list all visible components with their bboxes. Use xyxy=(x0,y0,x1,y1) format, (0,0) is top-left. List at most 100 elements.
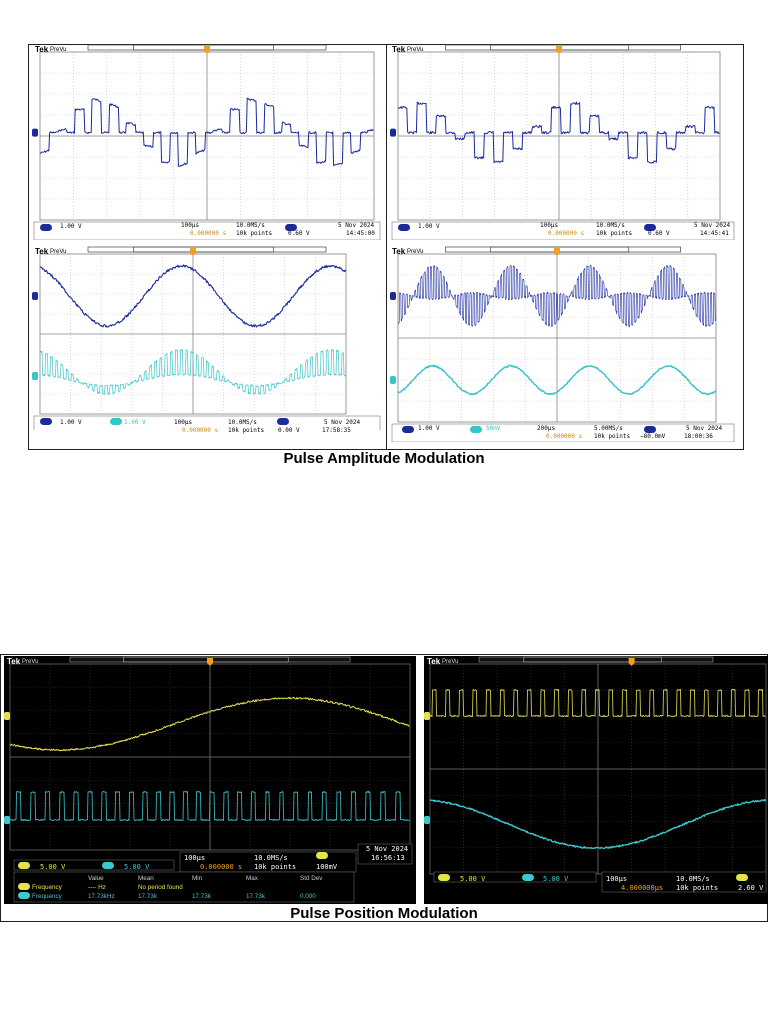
ppm-right-trig-pos: 4.000000µs xyxy=(621,884,664,892)
ppm-right-record: 10k points xyxy=(676,884,719,892)
ppm-left-timebase: 100µs xyxy=(184,854,206,862)
pam1-date: 5 Nov 2024 xyxy=(338,222,375,229)
ppm-left-mode: PreVu xyxy=(22,659,39,665)
ppm-left-brand: Tek xyxy=(7,657,21,666)
trigger-position-marker xyxy=(207,658,213,666)
pam1-record: 10k points xyxy=(236,230,273,237)
acquisition-box xyxy=(601,871,767,893)
record-view-bar xyxy=(87,246,327,253)
ch2-ppm-pulse-trace xyxy=(9,791,410,821)
channel-scale-box xyxy=(433,871,597,883)
pam1-ch1-scale: 1.00 V xyxy=(60,223,82,230)
channel-chip-1 xyxy=(398,224,410,231)
pam4-timebase: 200µs xyxy=(537,425,556,432)
channel-ground-marker xyxy=(390,292,396,300)
ch1-pam-natural-trace xyxy=(397,101,720,164)
pam2-time: 14:45:41 xyxy=(700,230,729,237)
meas-row1-value: ---- Hz xyxy=(88,884,106,891)
pam4-trig-pos: 0.000000 s xyxy=(546,433,583,440)
ch1-pam-modulated-trace xyxy=(397,264,717,328)
datetime-box xyxy=(357,843,413,865)
pam3-record: 10k points xyxy=(228,427,265,434)
ppm-right-mode: PreVu xyxy=(442,659,459,665)
channel-chip-2 xyxy=(470,426,482,433)
channel-chip-1 xyxy=(438,874,450,881)
meas-row1-name: Frequency xyxy=(32,884,62,891)
record-view-bar xyxy=(478,656,714,663)
ppm-right-trig-level: 2.60 V xyxy=(738,884,764,892)
meas-row2-max: 17.73k xyxy=(246,893,265,900)
ch1-pam-sampled-trace xyxy=(39,97,374,167)
ppm-scope-left xyxy=(4,656,416,904)
pam2-date: 5 Nov 2024 xyxy=(694,222,731,229)
pam2-sample-rate: 10.0MS/s xyxy=(596,222,625,229)
pam3-sample-rate: 10.0MS/s xyxy=(228,419,257,426)
channel-chip-1 xyxy=(40,224,52,231)
meas-header-max: Max xyxy=(246,875,258,882)
ppm-left-trig-pos: 0.000000 s xyxy=(200,863,243,871)
ch1-pulse-train-trace xyxy=(429,689,766,717)
channel-ground-marker xyxy=(390,376,396,384)
channel-ground-marker xyxy=(4,712,10,720)
pam2-timebase: 100µs xyxy=(540,222,559,229)
pam-scope-2 xyxy=(390,44,736,240)
pam3-ch2-scale: 1.00 V xyxy=(124,419,146,426)
channel-chip-trig xyxy=(316,852,328,859)
ppm-left-ch2-scale: 5.00 V xyxy=(124,863,150,871)
trigger-position-marker xyxy=(204,46,210,54)
pam4-ch2-scale: 50mV xyxy=(486,425,501,432)
ppm-right-ch1-scale: 5.00 V xyxy=(460,875,486,883)
pam2-trig-pos: 0.000000 s xyxy=(548,230,585,237)
meas-header-mean: Mean xyxy=(138,875,154,882)
pam3-ch1-scale: 1.00 V xyxy=(60,419,82,426)
channel-scale-box xyxy=(13,859,175,871)
pam3-timebase: 100µs xyxy=(174,419,193,426)
trigger-position-marker xyxy=(554,248,560,256)
pam2-trig-level: 0.60 V xyxy=(648,230,670,237)
pam3-brand: Tek xyxy=(35,247,49,256)
channel-chip-2 xyxy=(522,874,534,881)
meas-row1-mean: No period found xyxy=(138,884,183,891)
channel-chip-trig xyxy=(277,418,289,425)
channel-chip-m1 xyxy=(18,883,30,890)
ppm-left-trig-level: 100mV xyxy=(316,863,338,871)
pam4-date: 5 Nov 2024 xyxy=(686,425,723,432)
pam4-trig-level: −80.0mV xyxy=(640,433,666,440)
ppm-right-brand: Tek xyxy=(427,657,441,666)
ppm-right-timebase: 100µs xyxy=(606,875,628,883)
channel-ground-marker xyxy=(32,372,38,380)
trigger-position-marker xyxy=(190,248,196,256)
ppm-left-ch1-scale: 5.00 V xyxy=(40,863,66,871)
ppm-right-sample-rate: 10.0MS/s xyxy=(676,875,710,883)
pam-scope-1 xyxy=(32,44,382,240)
ppm-left-record: 10k points xyxy=(254,863,297,871)
meas-header-min: Min xyxy=(192,875,203,882)
ch1-message-sine-trace xyxy=(39,264,347,328)
pam3-time: 17:58:35 xyxy=(322,427,351,434)
pam4-brand: Tek xyxy=(392,247,406,256)
pam-caption: Pulse Amplitude Modulation xyxy=(283,450,485,467)
channel-chip-1 xyxy=(40,418,52,425)
pam2-ch1-scale: 1.00 V xyxy=(418,223,440,230)
channel-chip-trig xyxy=(285,224,297,231)
pam-scope-4 xyxy=(390,246,736,442)
record-view-window xyxy=(133,246,274,253)
channel-chip-2 xyxy=(102,862,114,869)
measurement-box xyxy=(13,871,355,903)
channel-chip-2 xyxy=(110,418,122,425)
channel-ground-marker xyxy=(32,292,38,300)
channel-chip-trig xyxy=(736,874,748,881)
pam1-mode: PreVu xyxy=(50,47,67,53)
channel-ground-marker xyxy=(32,128,38,137)
pam4-record: 10k points xyxy=(594,433,631,440)
pam3-date: 5 Nov 2024 xyxy=(324,419,361,426)
pam-scope-3 xyxy=(32,246,382,430)
pam4-ch1-scale: 1.00 V xyxy=(418,425,440,432)
meas-header-value: Value xyxy=(88,875,104,882)
pam1-trig-pos: 0.000000 s xyxy=(190,230,227,237)
pam2-brand: Tek xyxy=(392,45,406,54)
meas-row2-name: Frequency xyxy=(32,893,62,900)
ch1-message-sine-trace xyxy=(9,696,410,752)
pam2-mode: PreVu xyxy=(407,47,424,53)
pam-frame-divider xyxy=(386,44,387,450)
